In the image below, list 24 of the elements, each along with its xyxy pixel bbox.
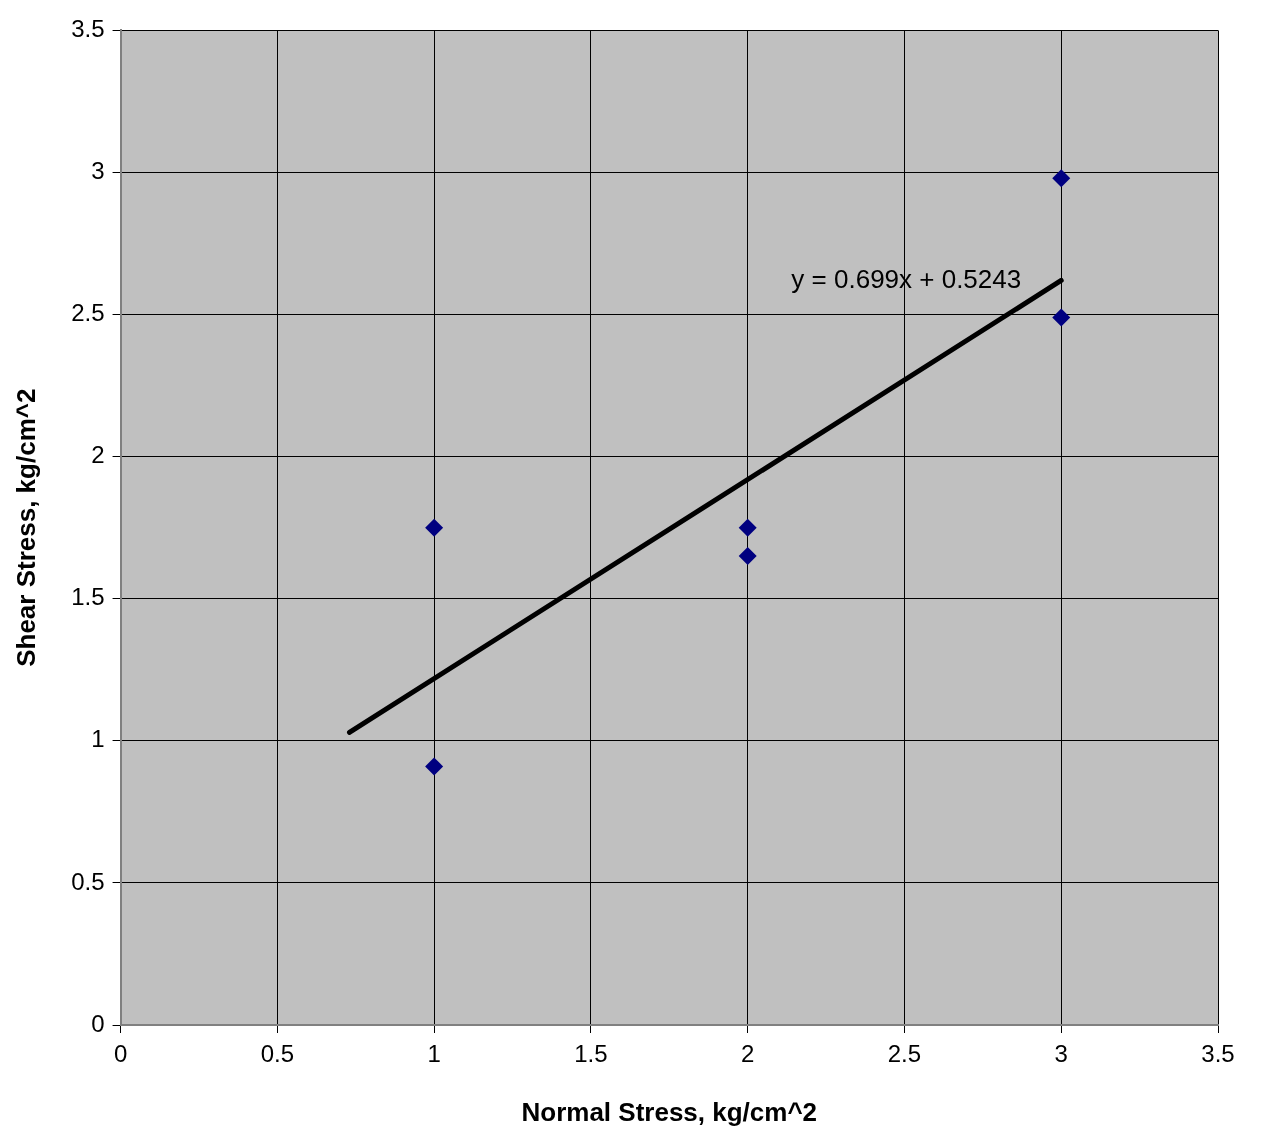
x-axis-title: Normal Stress, kg/cm^2 [521, 1096, 818, 1127]
x-tick-label: 0 [113, 1040, 128, 1068]
point [425, 518, 444, 537]
y-tick-label: 3.5 [71, 15, 105, 43]
point [738, 518, 757, 537]
point [1052, 308, 1071, 327]
y-tick-label: 0.5 [71, 867, 105, 895]
x-tick-label: 3.5 [1201, 1040, 1235, 1068]
x-tick-label: 1.5 [574, 1040, 608, 1068]
x-tick-label: 2 [740, 1040, 755, 1068]
x-tick-label: 1 [427, 1040, 441, 1068]
point [738, 547, 757, 566]
x-tick-label: 2.5 [887, 1040, 922, 1068]
point [425, 757, 444, 776]
y-tick-label: 1.5 [71, 583, 105, 611]
point [1052, 169, 1071, 188]
y-tick-label: 3 [91, 157, 105, 185]
y-tick-label: 2.5 [71, 299, 105, 327]
x-tick-label: 3 [1054, 1040, 1068, 1068]
y-tick-label: 1 [91, 725, 105, 753]
y-tick-label: 0 [91, 1009, 105, 1037]
y-axis-title: Shear Stress, kg/cm^2 [10, 388, 41, 667]
y-tick-label: 2 [91, 441, 105, 469]
x-tick-label: 0.5 [260, 1040, 295, 1068]
